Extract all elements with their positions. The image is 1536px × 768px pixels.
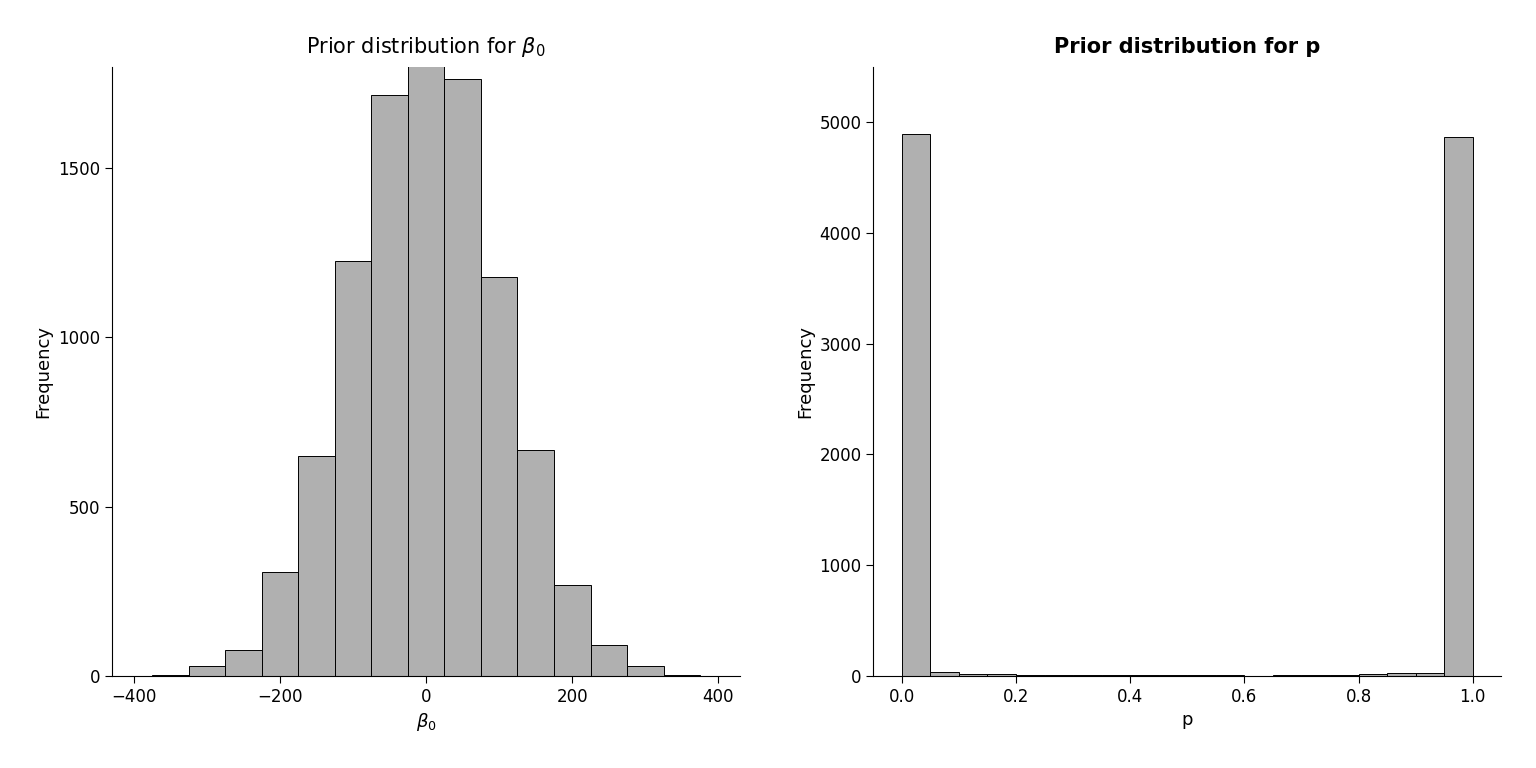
Bar (1015, 674, 1044, 676)
Bar (1301, 675, 1330, 676)
Bar (931, 672, 958, 676)
Bar (335, 261, 372, 676)
X-axis label: $\beta_0$: $\beta_0$ (416, 711, 436, 733)
Bar (1416, 673, 1444, 676)
Bar (189, 666, 226, 676)
Bar (1044, 675, 1074, 676)
Bar (1358, 674, 1387, 676)
Bar (372, 95, 409, 676)
Bar (988, 674, 1015, 676)
Bar (1444, 137, 1473, 676)
Bar (902, 134, 931, 676)
Bar (1187, 674, 1217, 676)
Bar (958, 674, 988, 676)
Bar (298, 456, 335, 676)
Bar (590, 645, 627, 676)
Bar (1273, 675, 1301, 676)
Title: Prior distribution for p: Prior distribution for p (1054, 37, 1321, 57)
Title: Prior distribution for $\beta_0$: Prior distribution for $\beta_0$ (306, 35, 545, 58)
Bar (263, 572, 298, 676)
Bar (1130, 675, 1158, 676)
Bar (1217, 675, 1244, 676)
Bar (554, 584, 590, 676)
X-axis label: p: p (1181, 711, 1193, 730)
Bar (444, 79, 481, 676)
Bar (1330, 675, 1358, 676)
Bar (409, 2, 444, 676)
Bar (627, 666, 664, 676)
Bar (226, 650, 263, 676)
Y-axis label: Frequency: Frequency (796, 325, 814, 418)
Bar (1387, 673, 1416, 676)
Bar (1074, 675, 1101, 676)
Y-axis label: Frequency: Frequency (35, 325, 52, 418)
Bar (518, 450, 554, 676)
Bar (481, 277, 518, 676)
